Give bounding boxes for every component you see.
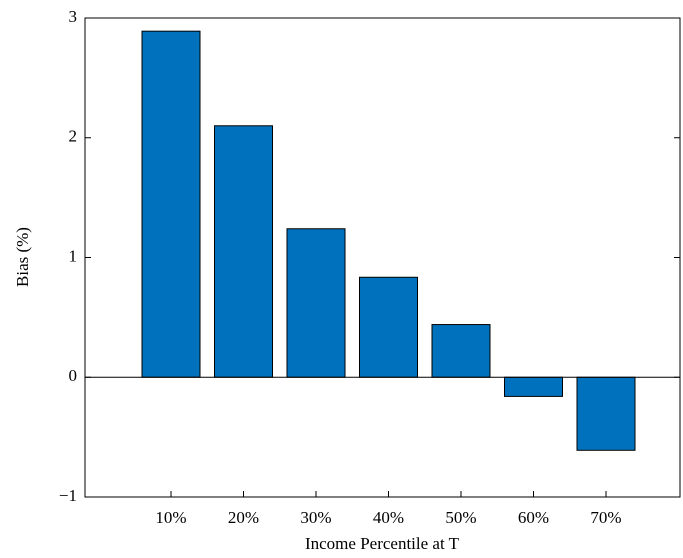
x-tick-label: 70% xyxy=(590,508,621,527)
bar xyxy=(359,276,418,378)
y-tick-label: 0 xyxy=(69,366,78,385)
x-tick-label: 30% xyxy=(300,508,331,527)
x-tick-label: 10% xyxy=(155,508,186,527)
bar xyxy=(431,324,491,378)
y-tick-label: −1 xyxy=(59,486,77,505)
x-tick-label: 40% xyxy=(373,508,404,527)
x-tick-label: 20% xyxy=(228,508,259,527)
bar xyxy=(214,125,273,378)
y-axis-label: Bias (%) xyxy=(13,227,32,287)
bar xyxy=(504,376,563,397)
bar xyxy=(141,30,201,378)
axes-box xyxy=(84,17,681,498)
y-tick-label: 3 xyxy=(69,7,78,26)
y-tick-label: 2 xyxy=(69,127,78,146)
x-tick-label: 60% xyxy=(518,508,549,527)
y-tick-label: 1 xyxy=(69,246,78,265)
bar xyxy=(576,376,636,451)
bar xyxy=(286,228,346,378)
x-tick-label: 50% xyxy=(445,508,476,527)
x-axis-label: Income Percentile at T xyxy=(305,534,460,553)
